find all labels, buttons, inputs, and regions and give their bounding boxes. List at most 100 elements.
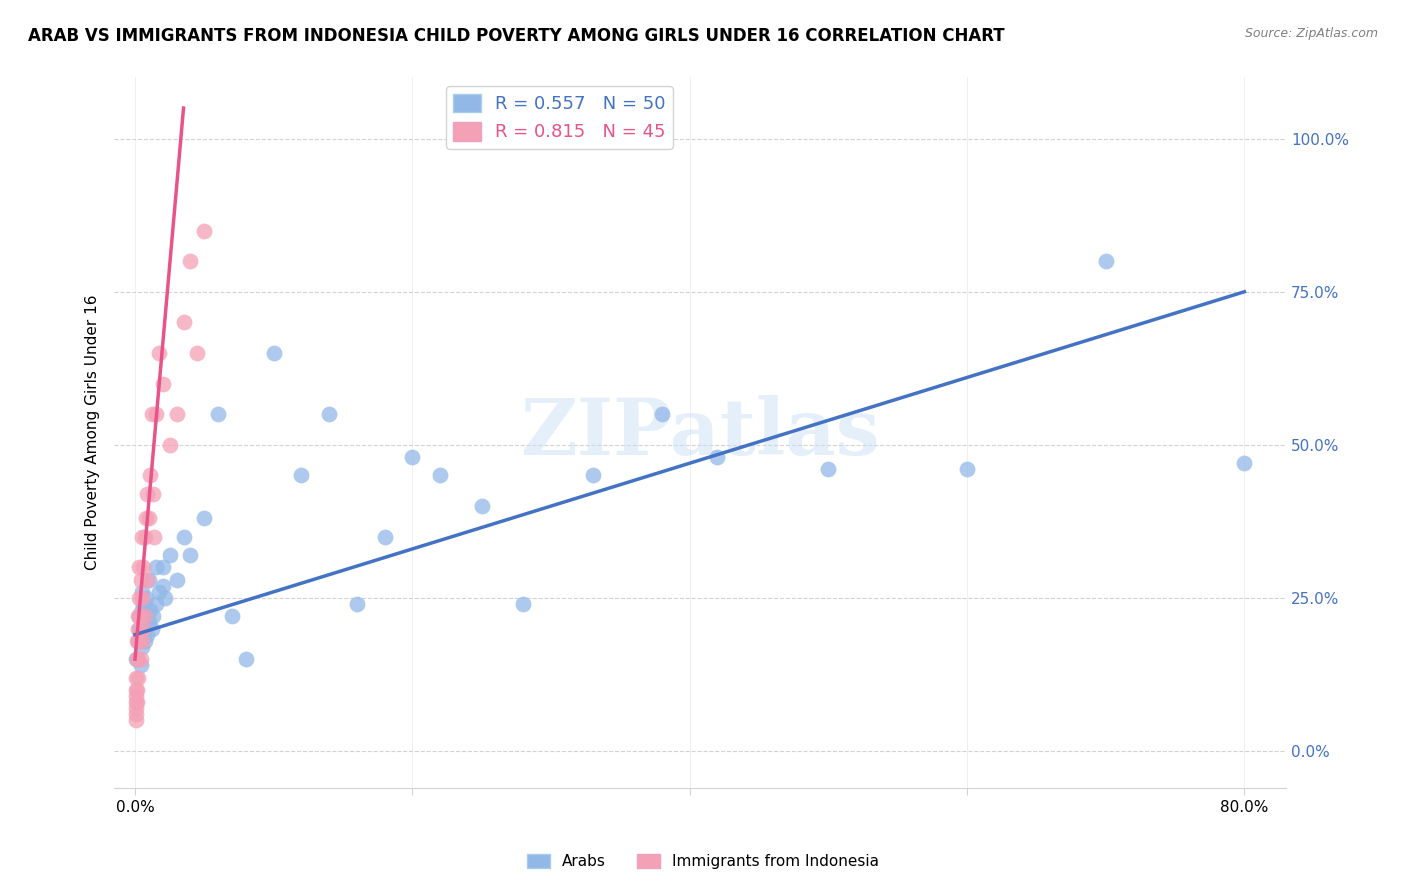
Point [131,584,153,599]
Point [129,573,152,587]
Point [429,468,451,483]
Point [142,609,165,624]
Point [131,530,153,544]
Point [512,597,534,611]
Point [207,407,229,421]
Point [145,560,167,574]
Point [221,609,243,624]
Point [125,682,148,697]
Point [159,548,181,562]
Point [131,603,153,617]
Point [471,499,494,513]
Point [134,530,156,544]
Point [129,658,152,673]
Point [155,591,177,605]
Point [128,622,150,636]
Point [129,652,152,666]
Point [193,511,215,525]
Point [186,346,208,360]
Point [125,652,148,666]
Point [193,223,215,237]
Legend: Arabs, Immigrants from Indonesia: Arabs, Immigrants from Indonesia [522,848,884,875]
Point [131,640,153,654]
Point [128,609,150,624]
Point [581,468,603,483]
Point [134,609,156,624]
Point [141,622,163,636]
Point [346,597,368,611]
Point [132,597,155,611]
Point [173,530,195,544]
Point [127,622,149,636]
Point [132,560,155,574]
Point [138,573,160,587]
Point [139,468,162,483]
Point [128,591,150,605]
Point [138,511,160,525]
Point [136,573,159,587]
Point [290,468,312,483]
Point [173,315,195,329]
Point [142,487,165,501]
Point [817,462,839,476]
Point [1094,254,1116,268]
Point [179,254,201,268]
Point [1233,456,1256,470]
Point [125,689,148,703]
Text: ARAB VS IMMIGRANTS FROM INDONESIA CHILD POVERTY AMONG GIRLS UNDER 16 CORRELATION: ARAB VS IMMIGRANTS FROM INDONESIA CHILD … [28,27,1005,45]
Point [706,450,728,464]
Point [128,609,150,624]
Point [127,633,149,648]
Point [136,628,159,642]
Point [135,591,157,605]
Point [148,584,170,599]
Point [401,450,423,464]
Point [131,633,153,648]
Point [148,346,170,360]
Point [152,579,174,593]
Point [125,633,148,648]
Point [125,671,148,685]
Point [129,628,152,642]
Point [166,407,188,421]
Point [125,714,148,728]
Y-axis label: Child Poverty Among Girls Under 16: Child Poverty Among Girls Under 16 [86,295,100,570]
Point [651,407,673,421]
Point [152,560,174,574]
Point [145,597,167,611]
Point [138,615,160,630]
Point [125,701,148,715]
Point [127,671,149,685]
Point [125,695,148,709]
Point [132,622,155,636]
Point [125,652,148,666]
Point [152,376,174,391]
Point [956,462,979,476]
Point [141,407,163,421]
Point [125,682,148,697]
Point [135,609,157,624]
Point [134,633,156,648]
Point [132,622,155,636]
Point [139,603,162,617]
Point [143,530,166,544]
Point [374,530,396,544]
Point [127,652,149,666]
Point [125,707,148,722]
Text: Source: ZipAtlas.com: Source: ZipAtlas.com [1244,27,1378,40]
Point [263,346,285,360]
Point [135,511,157,525]
Point [318,407,340,421]
Point [127,609,149,624]
Legend: R = 0.557   N = 50, R = 0.815   N = 45: R = 0.557 N = 50, R = 0.815 N = 45 [446,87,672,149]
Point [128,633,150,648]
Point [235,652,257,666]
Point [128,560,150,574]
Point [136,487,159,501]
Point [179,548,201,562]
Point [131,591,153,605]
Point [166,573,188,587]
Point [145,407,167,421]
Text: ZIPatlas: ZIPatlas [520,394,880,471]
Point [125,695,148,709]
